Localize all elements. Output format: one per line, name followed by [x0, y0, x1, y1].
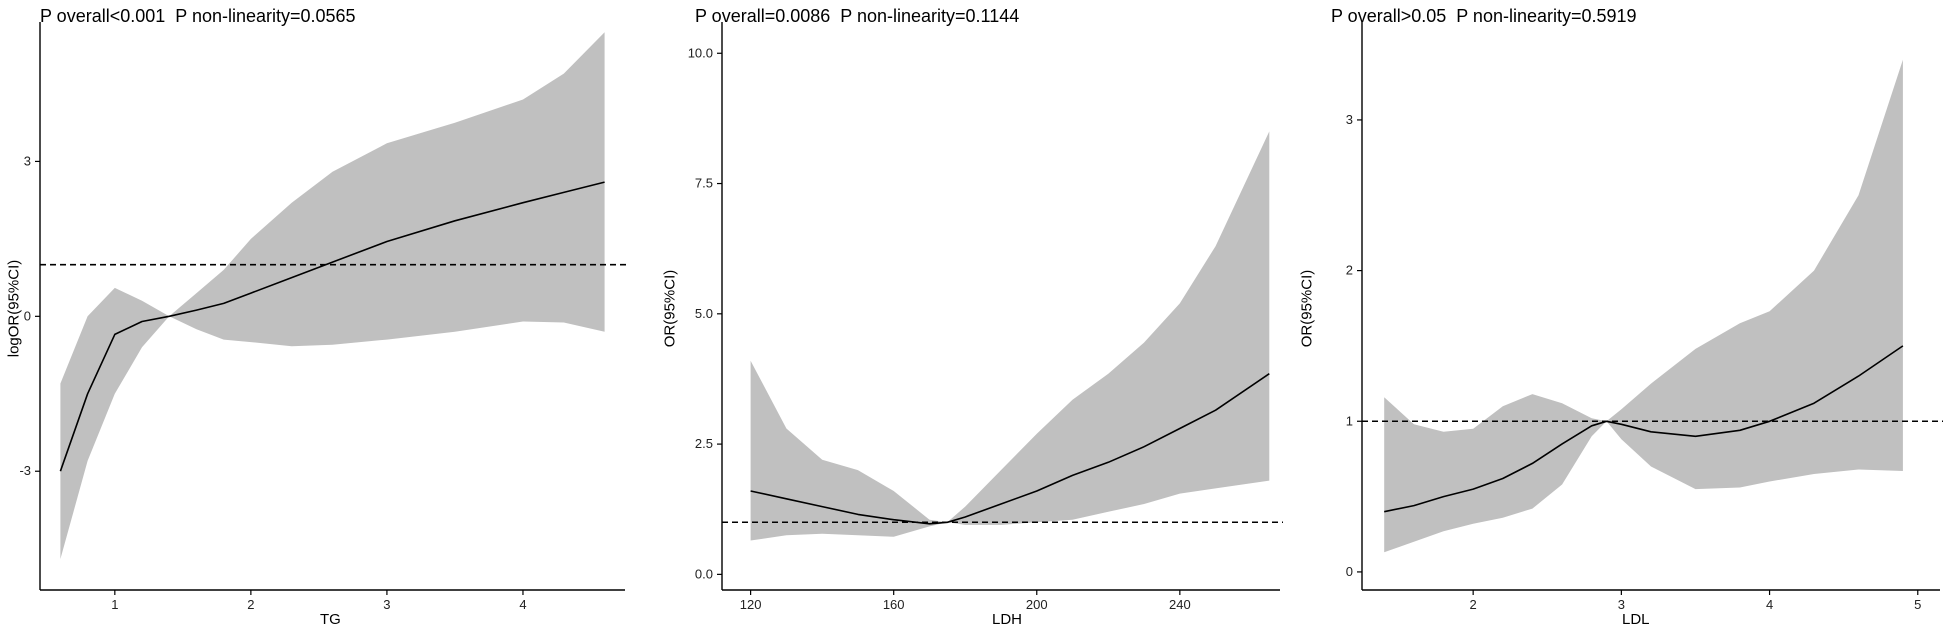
x-axis-label: TG: [320, 611, 341, 628]
y-tick-label: 1: [1346, 413, 1353, 428]
series-line-estimate: [59, 181, 605, 472]
x-tick-label: 160: [883, 597, 905, 612]
x-tick-label: 2: [1470, 597, 1477, 612]
confidence-band: [1384, 59, 1903, 553]
series-line-estimate: [1384, 345, 1904, 513]
x-tick-label: 5: [1914, 597, 1921, 612]
y-tick-label: 5.0: [695, 306, 713, 321]
chart-panel-ldl: P overall>0.05 P non-linearity=0.5919 0 1…: [1298, 0, 1943, 631]
y-axis-label: logOR(95%CI): [5, 259, 23, 358]
x-axis-label: LDL: [1622, 611, 1650, 628]
y-tick-label: 10.0: [688, 45, 713, 60]
x-tick-label: 240: [1169, 597, 1191, 612]
series-line-estimate: [750, 373, 1270, 525]
chart-title: P overall<0.001 P non-linearity=0.0565: [40, 6, 356, 26]
plot-area: -3 0 3 1 2 3 4: [19, 22, 628, 612]
chart-panel-tg: P overall<0.001 P non-linearity=0.0565 -…: [0, 0, 640, 631]
y-tick-label: 2.5: [695, 436, 713, 451]
plot-area: 0 1 2 3 2 3 4 5: [1346, 22, 1943, 612]
x-tick-label: 4: [1766, 597, 1773, 612]
x-tick-label: 4: [519, 597, 526, 612]
y-tick-label: -3: [19, 463, 31, 478]
y-tick-label: 0: [1346, 564, 1353, 579]
x-tick-label: 1: [111, 597, 118, 612]
x-tick-label: 120: [740, 597, 762, 612]
confidence-band: [60, 32, 605, 560]
y-axis-label: OR(95%CI): [1298, 269, 1316, 348]
y-tick-label: 0: [24, 308, 31, 323]
x-tick-label: 200: [1026, 597, 1048, 612]
y-tick-label: 0.0: [695, 566, 713, 581]
y-tick-label: 2: [1346, 263, 1353, 278]
confidence-band: [750, 131, 1270, 541]
y-tick-label: 3: [24, 153, 31, 168]
y-axis-label: OR(95%CI): [661, 269, 679, 348]
chart-title: P overall=0.0086 P non-linearity=0.1144: [695, 6, 1020, 26]
chart-panel-ldh: P overall=0.0086 P non-linearity=0.1144 …: [640, 0, 1290, 631]
y-tick-label: 3: [1346, 112, 1353, 127]
chart-title: P overall>0.05 P non-linearity=0.5919: [1331, 6, 1637, 26]
x-tick-label: 3: [383, 597, 390, 612]
plot-area: 0.0 2.5 5.0 7.5 10.0 120 160 200 240: [688, 22, 1283, 612]
y-tick-label: 7.5: [695, 176, 713, 191]
x-tick-label: 2: [247, 597, 254, 612]
x-axis-label: LDH: [992, 611, 1023, 628]
x-tick-label: 3: [1618, 597, 1625, 612]
